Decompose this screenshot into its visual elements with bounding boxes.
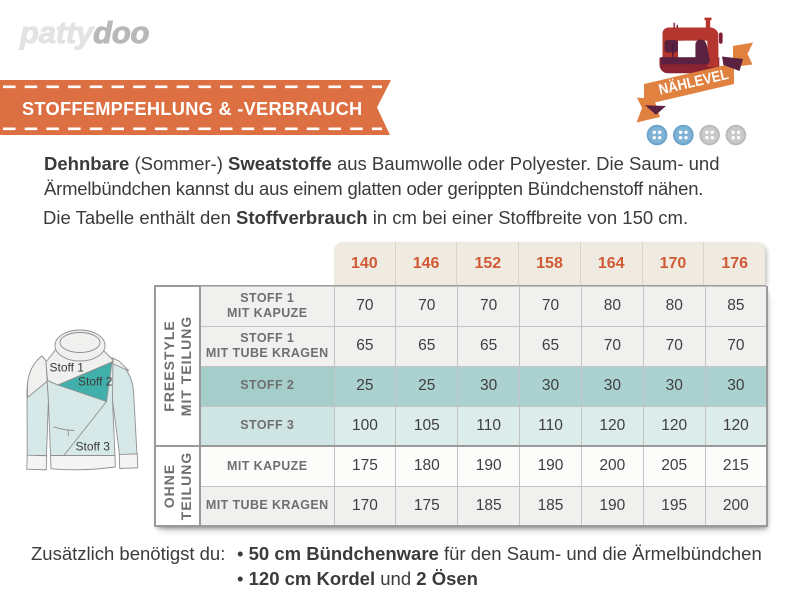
svg-text:Stoff 1: Stoff 1 bbox=[50, 361, 85, 375]
svg-text:STOFFEMPFEHLUNG & -VERBRAUCH: STOFFEMPFEHLUNG & -VERBRAUCH bbox=[22, 99, 363, 119]
svg-text:Stoff 3: Stoff 3 bbox=[76, 439, 111, 453]
svg-text:Stoff 2: Stoff 2 bbox=[78, 375, 113, 389]
